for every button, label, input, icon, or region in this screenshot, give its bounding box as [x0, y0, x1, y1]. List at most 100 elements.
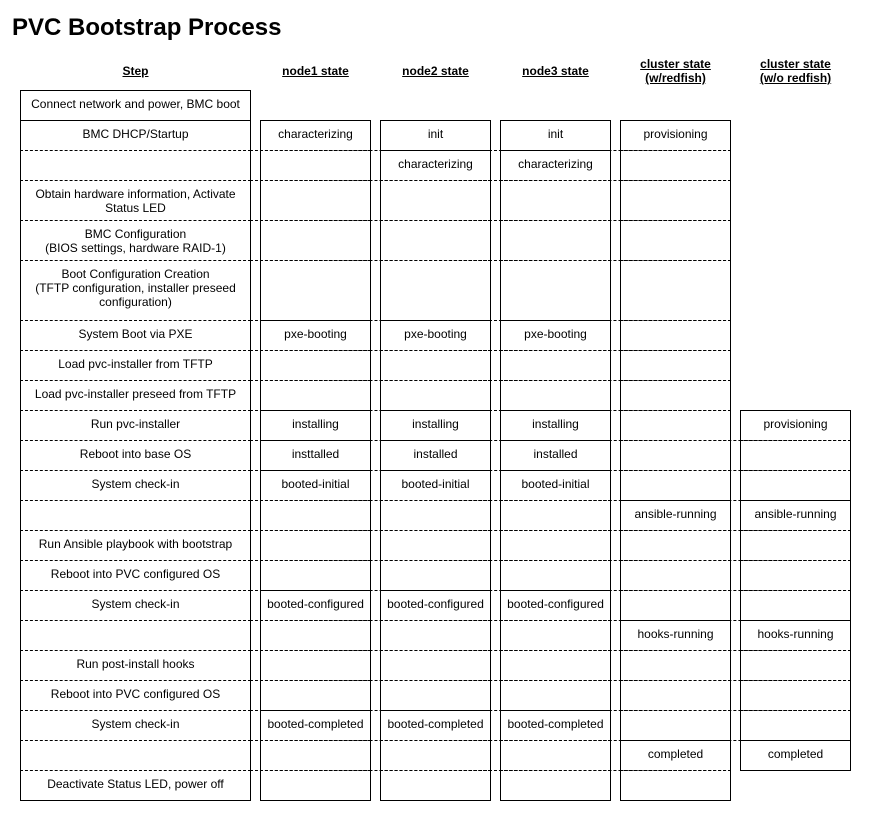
step-cell [20, 500, 251, 531]
node2-state-cell [380, 350, 491, 381]
cluster-state-redfish-cell [620, 590, 731, 621]
node3-state-cell [500, 560, 611, 591]
step-cell: System check-in [20, 590, 251, 621]
cluster-state-redfish-cell [620, 260, 731, 321]
node3-state-cell: init [500, 120, 611, 151]
node2-state-cell: characterizing [380, 150, 491, 181]
node1-state-cell [260, 380, 371, 411]
header-node2-state: node2 state [402, 64, 469, 78]
cluster-state-redfish-cell: ansible-running [620, 500, 731, 531]
cluster-state-redfish-cell [620, 150, 731, 181]
node3-state-cell [500, 180, 611, 221]
cluster-state-no-redfish-cell [740, 710, 851, 741]
node2-state-cell [380, 380, 491, 411]
node1-state-cell [260, 150, 371, 181]
cluster-state-no-redfish-cell: provisioning [740, 410, 851, 441]
node3-state-cell: installing [500, 410, 611, 441]
node1-state-cell [260, 650, 371, 681]
node1-state-cell [260, 770, 371, 801]
node1-state-cell [260, 350, 371, 381]
node1-state-cell: pxe-booting [260, 320, 371, 351]
node3-state-cell: booted-completed [500, 710, 611, 741]
node2-state-cell [380, 180, 491, 221]
node2-state-cell: installing [380, 410, 491, 441]
cluster-state-redfish-cell [620, 710, 731, 741]
step-cell: Connect network and power, BMC boot [20, 90, 251, 121]
node2-state-cell: booted-configured [380, 590, 491, 621]
node3-state-cell [500, 500, 611, 531]
node1-state-cell: insttalled [260, 440, 371, 471]
node3-state-cell [500, 740, 611, 771]
node1-state-cell [260, 620, 371, 651]
node2-state-cell: booted-initial [380, 470, 491, 501]
node2-state-cell [380, 620, 491, 651]
step-cell: System check-in [20, 710, 251, 741]
header-cluster-state-no-redfish: cluster state (w/o redfish) [759, 57, 832, 85]
node3-state-cell [500, 770, 611, 801]
node1-state-cell: booted-configured [260, 590, 371, 621]
node2-state-cell: init [380, 120, 491, 151]
step-cell: Run pvc-installer [20, 410, 251, 441]
node2-state-cell: booted-completed [380, 710, 491, 741]
step-cell: Boot Configuration Creation (TFTP config… [20, 260, 251, 321]
node3-state-cell: booted-initial [500, 470, 611, 501]
header-cluster-state-redfish: cluster state (w/redfish) [640, 57, 711, 85]
step-cell: Run Ansible playbook with bootstrap [20, 530, 251, 561]
step-cell [20, 740, 251, 771]
page-title: PVC Bootstrap Process [12, 14, 282, 41]
node2-state-cell [380, 500, 491, 531]
cluster-state-no-redfish-cell [740, 530, 851, 561]
cluster-state-redfish-cell [620, 770, 731, 801]
cluster-state-redfish-cell [620, 180, 731, 221]
step-cell: Load pvc-installer preseed from TFTP [20, 380, 251, 411]
cluster-state-redfish-cell [620, 470, 731, 501]
node3-state-cell [500, 620, 611, 651]
header-node3-state: node3 state [522, 64, 589, 78]
node1-state-cell: characterizing [260, 120, 371, 151]
node1-state-cell [260, 500, 371, 531]
cluster-state-redfish-cell [620, 560, 731, 591]
step-cell: Reboot into PVC configured OS [20, 560, 251, 591]
cluster-state-redfish-cell [620, 380, 731, 411]
header-step: Step [122, 64, 149, 78]
cluster-state-no-redfish-cell [740, 560, 851, 591]
cluster-state-no-redfish-cell: hooks-running [740, 620, 851, 651]
node3-state-cell [500, 530, 611, 561]
step-cell: Reboot into PVC configured OS [20, 680, 251, 711]
node3-state-cell [500, 380, 611, 411]
cluster-state-no-redfish-cell [740, 590, 851, 621]
node3-state-cell: pxe-booting [500, 320, 611, 351]
node1-state-cell: booted-initial [260, 470, 371, 501]
node2-state-cell [380, 740, 491, 771]
cluster-state-redfish-cell [620, 440, 731, 471]
cluster-state-redfish-cell: provisioning [620, 120, 731, 151]
node2-state-cell [380, 680, 491, 711]
header-node1-state: node1 state [282, 64, 349, 78]
cluster-state-no-redfish-cell [740, 650, 851, 681]
cluster-state-redfish-cell [620, 530, 731, 561]
node2-state-cell [380, 770, 491, 801]
node1-state-cell: booted-completed [260, 710, 371, 741]
step-cell: BMC Configuration (BIOS settings, hardwa… [20, 220, 251, 261]
node3-state-cell: booted-configured [500, 590, 611, 621]
step-cell: System check-in [20, 470, 251, 501]
cluster-state-redfish-cell: completed [620, 740, 731, 771]
node3-state-cell [500, 260, 611, 321]
node2-state-cell [380, 560, 491, 591]
node3-state-cell: installed [500, 440, 611, 471]
node1-state-cell [260, 530, 371, 561]
cluster-state-no-redfish-cell [740, 470, 851, 501]
node1-state-cell [260, 680, 371, 711]
cluster-state-no-redfish-cell: ansible-running [740, 500, 851, 531]
node1-state-cell [260, 260, 371, 321]
cluster-state-no-redfish-cell [740, 680, 851, 711]
node1-state-cell [260, 220, 371, 261]
cluster-state-redfish-cell: hooks-running [620, 620, 731, 651]
node3-state-cell [500, 650, 611, 681]
node1-state-cell [260, 180, 371, 221]
node2-state-cell [380, 220, 491, 261]
node3-state-cell [500, 680, 611, 711]
node1-state-cell [260, 560, 371, 591]
node2-state-cell [380, 260, 491, 321]
